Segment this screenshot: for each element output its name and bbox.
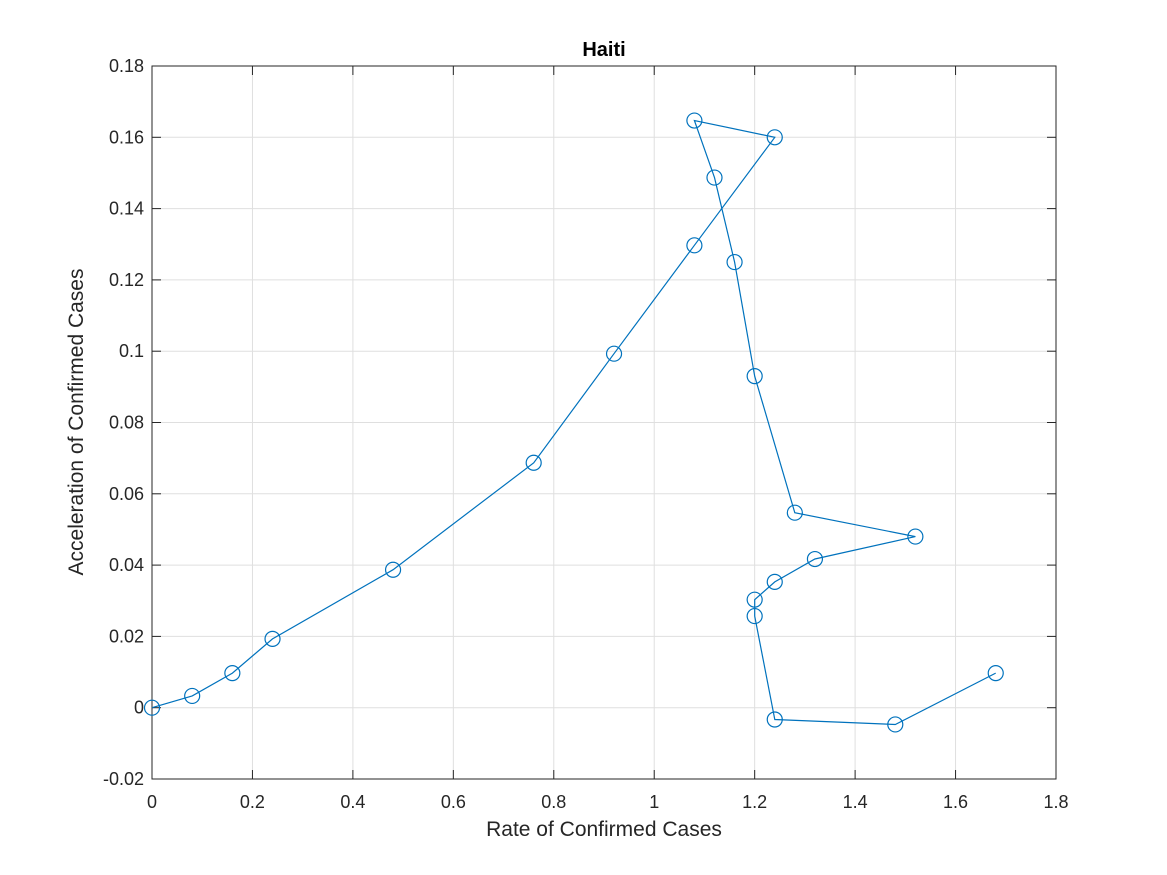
series bbox=[143, 112, 1004, 733]
x-tick-label: 0.8 bbox=[541, 792, 566, 812]
data-point-marker bbox=[605, 345, 623, 362]
x-tick-label: 1 bbox=[649, 792, 659, 812]
y-tick-label: -0.02 bbox=[103, 769, 144, 789]
data-point-marker bbox=[786, 504, 803, 521]
data-point-marker bbox=[525, 454, 542, 471]
y-axis-ticks: -0.02 0 0.02 0.04 0.06 0.08 0.1 0.12 0.14 0.16 0.1… bbox=[103, 56, 1056, 789]
data-point-marker bbox=[224, 665, 241, 682]
data-point-marker bbox=[907, 528, 924, 545]
data-point-marker bbox=[887, 716, 904, 733]
x-tick-label: 1.6 bbox=[943, 792, 968, 812]
y-tick-label: 0.16 bbox=[109, 127, 144, 147]
y-tick-label: 0.1 bbox=[119, 341, 144, 361]
data-point-marker bbox=[766, 129, 783, 146]
data-point-marker bbox=[706, 169, 723, 186]
data-point-marker bbox=[766, 573, 783, 590]
data-point-marker bbox=[143, 699, 161, 716]
x-tick-label: 0.4 bbox=[340, 792, 365, 812]
series-line bbox=[151, 119, 996, 726]
y-tick-label: 0.04 bbox=[109, 555, 144, 575]
data-point-marker bbox=[686, 112, 703, 129]
data-point-marker bbox=[686, 237, 703, 254]
data-point-marker bbox=[184, 687, 201, 705]
y-tick-label: 0.08 bbox=[109, 413, 144, 433]
x-tick-label: 0 bbox=[147, 792, 157, 812]
x-axis-label: Rate of Confirmed Cases bbox=[486, 818, 722, 841]
y-tick-label: 0.06 bbox=[109, 484, 144, 504]
x-tick-label: 0.2 bbox=[240, 792, 265, 812]
data-point-marker bbox=[264, 630, 281, 647]
y-tick-label: 0.12 bbox=[109, 270, 144, 290]
y-tick-label: 0.14 bbox=[109, 199, 144, 219]
data-point-marker bbox=[987, 665, 1004, 682]
data-point-marker bbox=[746, 591, 763, 608]
y-tick-label: 0.02 bbox=[109, 626, 144, 646]
y-tick-label: 0.18 bbox=[109, 56, 144, 76]
data-point-marker bbox=[766, 711, 783, 728]
chart-title: Haiti bbox=[582, 39, 625, 61]
x-tick-label: 1.2 bbox=[742, 792, 767, 812]
y-tick-label: 0 bbox=[134, 698, 144, 718]
x-tick-label: 1.4 bbox=[843, 792, 868, 812]
data-point-marker bbox=[746, 607, 763, 625]
data-point-marker bbox=[806, 550, 824, 568]
x-tick-label: 1.8 bbox=[1043, 792, 1068, 812]
data-point-marker bbox=[726, 253, 743, 271]
y-axis-label: Acceleration of Confirmed Cases bbox=[65, 269, 88, 576]
x-axis-ticks: 0 0.2 0.4 0.6 0.8 1 1.2 1.4 1.6 1.8 bbox=[147, 66, 1069, 812]
data-point-marker bbox=[746, 368, 763, 385]
x-tick-label: 0.6 bbox=[441, 792, 466, 812]
data-point-marker bbox=[384, 561, 402, 578]
